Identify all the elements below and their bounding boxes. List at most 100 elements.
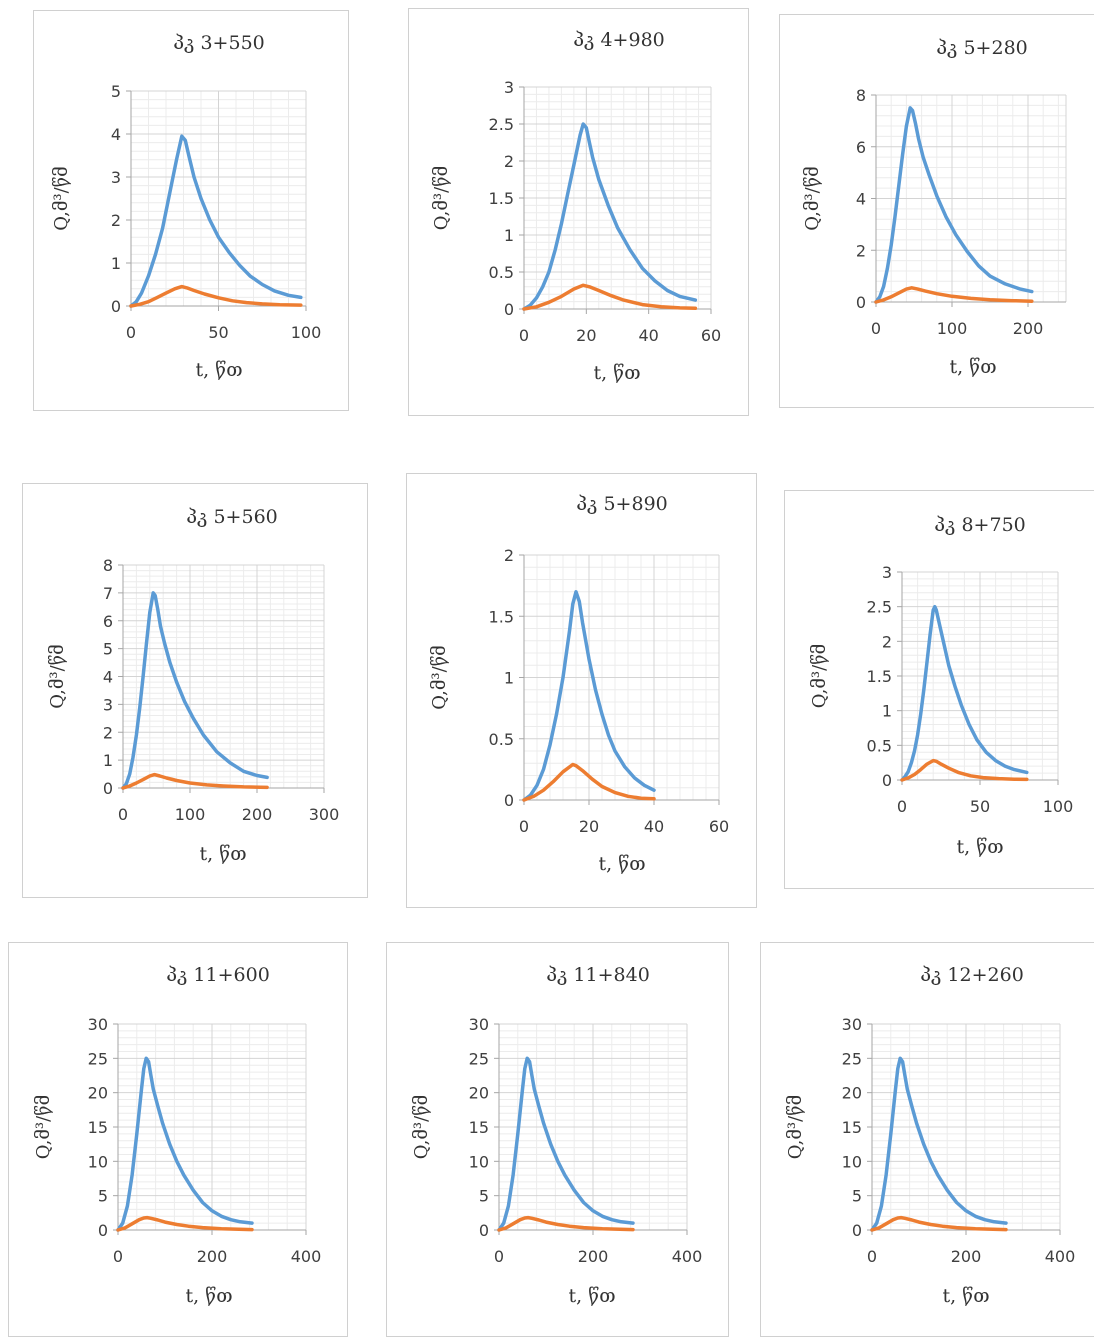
x-axis-label: t, წთ (185, 1285, 232, 1307)
y-tick-label: 30 (842, 1015, 862, 1034)
x-tick-label: 0 (494, 1247, 504, 1266)
series-line-orange (900, 758, 1029, 782)
x-axis-label: t, წთ (593, 362, 640, 384)
series-line-blue (900, 604, 1029, 782)
x-axis-label: t, წთ (598, 853, 645, 875)
y-tick-label: 0 (98, 1221, 108, 1240)
y-tick-label: 2 (103, 723, 113, 742)
x-tick-label: 100 (1043, 797, 1074, 816)
y-tick-label: 10 (842, 1152, 862, 1171)
series-line-orange (522, 283, 698, 311)
x-tick-label: 0 (871, 319, 881, 338)
y-axis-label: Q,მ³/წმ (429, 645, 450, 709)
chart-title: პკ 5+560 (186, 506, 278, 528)
y-tick-label: 3 (504, 78, 514, 97)
y-tick-label: 0 (856, 293, 866, 312)
y-tick-label: 10 (469, 1152, 489, 1171)
y-tick-label: 4 (856, 190, 866, 209)
y-tick-label: 15 (469, 1118, 489, 1137)
y-tick-label: 15 (842, 1118, 862, 1137)
y-tick-label: 2 (504, 546, 514, 565)
y-axis-label: Q,მ³/წმ (33, 1095, 54, 1159)
y-tick-label: 10 (88, 1152, 108, 1171)
series-line-blue (116, 1056, 254, 1232)
y-tick-label: 2.5 (867, 598, 892, 617)
chart-title: პკ 5+890 (576, 493, 668, 515)
x-tick-label: 20 (579, 817, 599, 836)
chart-5: პკ 5+890 t, წთ Q,მ³/წმ 0 20 40 60 0 0.5 1 1.5 2 (429, 493, 729, 875)
y-tick-label: 1 (111, 254, 121, 273)
y-tick-label: 6 (856, 138, 866, 157)
x-tick-label: 200 (578, 1247, 609, 1266)
chart-panel-2: პკ 4+980 t, წთ Q,მ³/წმ 0 20 40 60 0 0.5 1 1.5 2 2… (408, 8, 749, 416)
y-tick-label: 1 (504, 669, 514, 688)
chart-title: პკ 11+840 (546, 964, 650, 986)
x-tick-label: 0 (897, 797, 907, 816)
y-axis-label: Q,მ³/წმ (51, 166, 72, 230)
grid (130, 90, 307, 307)
x-tick-label: 0 (867, 1247, 877, 1266)
y-axis-label: Q,მ³/წმ (802, 166, 823, 230)
chart-3: პკ 5+280 t, წთ Q,მ³/წმ 0 100 200 0 2 4 6 8 (802, 37, 1067, 378)
grid (523, 86, 712, 310)
chart-panel-3: პკ 5+280 t, წთ Q,მ³/წმ 0 100 200 0 2 4 6 8 (779, 14, 1094, 408)
y-tick-label: 25 (469, 1049, 489, 1068)
chart-7: პკ 11+600 t, წთ Q,მ³/წმ 0 200 400 0 5 10 15 20 2… (33, 964, 321, 1307)
x-tick-label: 100 (937, 319, 968, 338)
x-tick-label: 40 (638, 326, 658, 345)
y-axis-label: Q,მ³/წმ (785, 1095, 806, 1159)
y-tick-label: 0 (111, 297, 121, 316)
x-tick-label: 60 (709, 817, 729, 836)
series-line-blue (874, 106, 1034, 304)
series-line-blue (870, 1056, 1008, 1232)
y-tick-label: 3 (882, 563, 892, 582)
y-tick-label: 0 (882, 771, 892, 790)
x-tick-label: 0 (519, 326, 529, 345)
x-tick-label: 200 (242, 805, 273, 824)
y-tick-label: 30 (88, 1015, 108, 1034)
series-line-blue (497, 1056, 635, 1232)
y-tick-label: 1 (504, 226, 514, 245)
y-tick-label: 1.5 (489, 189, 514, 208)
y-tick-label: 25 (842, 1049, 862, 1068)
y-tick-label: 0.5 (489, 730, 514, 749)
series-line-orange (870, 1215, 1008, 1232)
y-tick-label: 1 (103, 751, 113, 770)
series-line-blue (522, 590, 656, 802)
y-axis-label: Q,მ³/წმ (809, 644, 830, 708)
x-tick-label: 100 (291, 323, 322, 342)
x-tick-label: 50 (970, 797, 990, 816)
y-tick-label: 5 (852, 1187, 862, 1206)
chart-1: პკ 3+550 t, წთ Q,მ³/წმ 0 50 100 0 1 2 3 4 5 (51, 32, 322, 381)
y-tick-label: 5 (103, 640, 113, 659)
y-tick-label: 25 (88, 1049, 108, 1068)
y-tick-label: 0 (103, 779, 113, 798)
y-tick-label: 0 (504, 300, 514, 319)
series-line-blue (129, 134, 303, 308)
x-tick-label: 400 (1045, 1247, 1076, 1266)
series-line-blue (121, 591, 269, 790)
chart-title: პკ 11+600 (166, 964, 270, 986)
x-axis-label: t, წთ (568, 1285, 615, 1307)
chart-panel-6: პკ 8+750 t, წთ Q,მ³/წმ 0 50 100 0 0.5 1 1.5 2 2.… (784, 490, 1094, 889)
x-axis-label: t, წთ (199, 843, 246, 865)
chart-title: პკ 4+980 (573, 29, 665, 51)
y-tick-label: 2 (856, 241, 866, 260)
y-tick-label: 1.5 (489, 607, 514, 626)
chart-title: პკ 8+750 (934, 514, 1026, 536)
series-line-orange (874, 286, 1034, 304)
chart-panel-8: პკ 11+840 t, წთ Q,მ³/წმ 0 200 400 0 5 10 15 20 2… (386, 942, 729, 1337)
series-line-orange (522, 762, 656, 802)
chart-4: პკ 5+560 t, წთ Q,მ³/წმ 0 100 200 300 0 1 2 3 4 5 6… (47, 506, 339, 865)
y-axis-label: Q,მ³/წმ (411, 1095, 432, 1159)
y-tick-label: 0 (479, 1221, 489, 1240)
y-tick-label: 6 (103, 612, 113, 631)
x-tick-label: 200 (951, 1247, 982, 1266)
y-tick-label: 2 (504, 152, 514, 171)
y-tick-label: 8 (103, 556, 113, 575)
y-tick-label: 4 (103, 668, 113, 687)
grid (498, 1023, 688, 1231)
chart-8: პკ 11+840 t, წთ Q,მ³/წმ 0 200 400 0 5 10 15 20 2… (411, 964, 702, 1307)
grid (117, 1023, 307, 1231)
y-tick-label: 5 (111, 82, 121, 101)
